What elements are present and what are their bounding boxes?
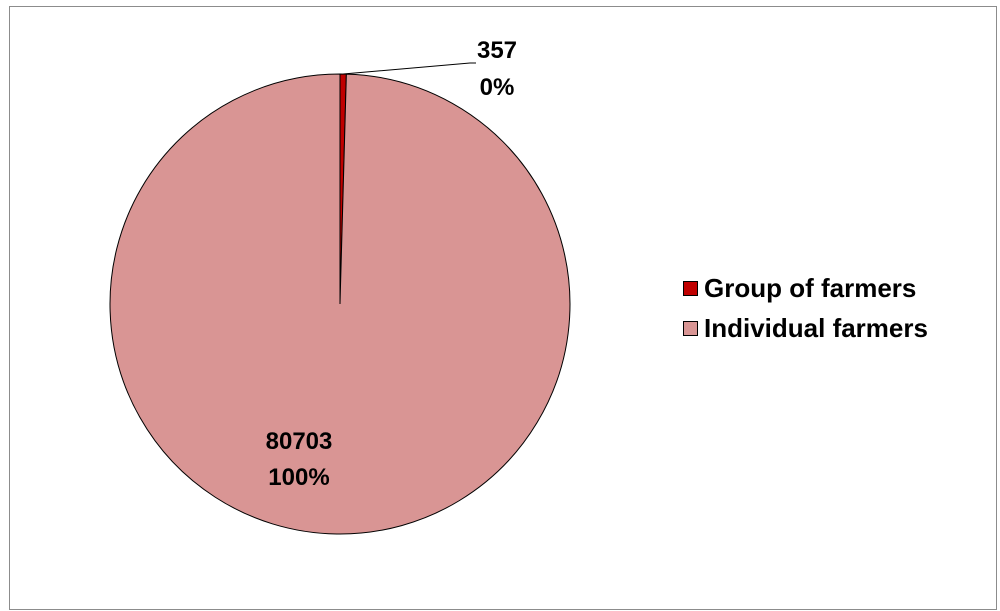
data-label-percent-group-of-farmers: 0% bbox=[480, 74, 515, 101]
legend-label-individual-farmers: Individual farmers bbox=[704, 312, 928, 343]
data-label-percent-individual-farmers: 100% bbox=[268, 464, 329, 491]
legend-swatch-individual-farmers bbox=[683, 320, 698, 336]
legend-swatch-group-of-farmers bbox=[683, 280, 698, 296]
leader-line-group-of-farmers bbox=[343, 62, 476, 75]
pie-slice-individual-farmers bbox=[109, 73, 571, 535]
legend-item-group-of-farmers: Group of farmers bbox=[683, 268, 928, 308]
legend-item-individual-farmers: Individual farmers bbox=[683, 308, 928, 348]
data-label-value-group-of-farmers: 357 bbox=[477, 37, 517, 64]
legend: Group of farmers Individual farmers bbox=[683, 268, 928, 348]
legend-label-group-of-farmers: Group of farmers bbox=[704, 272, 917, 303]
data-label-value-individual-farmers: 80703 bbox=[266, 428, 333, 455]
